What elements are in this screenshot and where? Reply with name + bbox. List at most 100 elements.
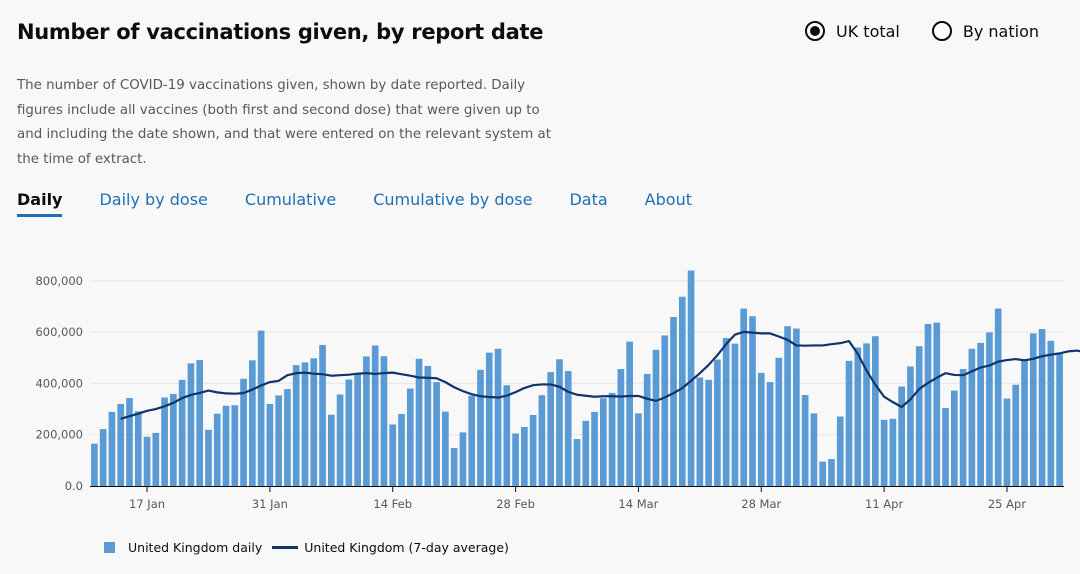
- bar[interactable]: [626, 341, 633, 486]
- bar[interactable]: [617, 369, 625, 486]
- bar[interactable]: [266, 403, 274, 486]
- radio-uk-total-label[interactable]: UK total: [836, 21, 900, 41]
- bar[interactable]: [942, 408, 949, 486]
- bar[interactable]: [915, 346, 923, 486]
- bar[interactable]: [863, 343, 870, 486]
- bar[interactable]: [424, 365, 432, 486]
- bar[interactable]: [152, 432, 160, 486]
- bar[interactable]: [108, 411, 116, 486]
- bar[interactable]: [398, 413, 405, 486]
- bar[interactable]: [433, 382, 440, 486]
- tab-cumulative-by-dose[interactable]: Cumulative by dose: [373, 190, 533, 209]
- bar[interactable]: [170, 393, 177, 486]
- bar[interactable]: [635, 413, 642, 486]
- bar[interactable]: [354, 373, 361, 486]
- radio-by-nation-indicator[interactable]: [931, 21, 952, 41]
- bar[interactable]: [731, 343, 739, 486]
- bar[interactable]: [608, 392, 616, 486]
- bar[interactable]: [599, 398, 607, 486]
- bar[interactable]: [477, 369, 484, 486]
- bar[interactable]: [319, 344, 326, 486]
- radio-uk-total-indicator[interactable]: [805, 21, 825, 41]
- bar[interactable]: [248, 360, 256, 486]
- bar[interactable]: [231, 405, 239, 486]
- bar[interactable]: [793, 328, 800, 486]
- radio-by-nation[interactable]: By nation: [931, 21, 1039, 41]
- bar[interactable]: [503, 385, 511, 486]
- bar[interactable]: [196, 360, 204, 486]
- bar[interactable]: [687, 270, 695, 486]
- bar[interactable]: [670, 316, 677, 486]
- bar[interactable]: [722, 338, 730, 486]
- bar[interactable]: [591, 411, 598, 486]
- bar[interactable]: [696, 377, 704, 486]
- bar[interactable]: [485, 352, 493, 486]
- bar[interactable]: [205, 429, 212, 486]
- bar[interactable]: [275, 395, 282, 486]
- bar[interactable]: [336, 394, 344, 486]
- bar[interactable]: [442, 411, 449, 486]
- bar[interactable]: [643, 373, 651, 486]
- bar[interactable]: [872, 336, 879, 486]
- bar[interactable]: [661, 335, 669, 486]
- bar[interactable]: [775, 357, 783, 486]
- bar[interactable]: [986, 332, 993, 486]
- bar[interactable]: [950, 390, 958, 486]
- bar[interactable]: [494, 348, 502, 486]
- bar[interactable]: [757, 372, 765, 486]
- bar[interactable]: [117, 403, 125, 486]
- legend-item-daily[interactable]: United Kingdom daily: [104, 540, 262, 555]
- bar[interactable]: [240, 378, 247, 486]
- bar[interactable]: [126, 398, 133, 486]
- bar[interactable]: [1029, 333, 1037, 486]
- bar[interactable]: [828, 459, 835, 486]
- bar[interactable]: [529, 414, 537, 486]
- bar[interactable]: [363, 356, 370, 486]
- bar[interactable]: [564, 371, 572, 486]
- bar[interactable]: [994, 308, 1002, 486]
- bar[interactable]: [389, 424, 397, 486]
- bar[interactable]: [1056, 354, 1063, 486]
- bar[interactable]: [714, 359, 721, 486]
- bar[interactable]: [766, 382, 774, 486]
- bar[interactable]: [222, 405, 230, 486]
- bar[interactable]: [652, 349, 660, 486]
- tab-daily[interactable]: Daily: [17, 190, 63, 217]
- bar[interactable]: [1012, 384, 1020, 486]
- tab-about[interactable]: About: [644, 190, 692, 209]
- bar[interactable]: [573, 439, 581, 486]
- radio-uk-total[interactable]: UK total: [805, 21, 900, 41]
- bar[interactable]: [977, 342, 984, 486]
- bar[interactable]: [740, 308, 748, 486]
- bar[interactable]: [801, 394, 809, 486]
- bar[interactable]: [836, 416, 844, 486]
- bar[interactable]: [810, 413, 818, 486]
- tab-daily-by-dose[interactable]: Daily by dose: [99, 190, 208, 209]
- bar[interactable]: [134, 411, 142, 486]
- bar[interactable]: [213, 413, 221, 486]
- bar[interactable]: [845, 360, 853, 486]
- bar[interactable]: [1021, 359, 1028, 486]
- bar[interactable]: [380, 356, 388, 486]
- bar[interactable]: [784, 326, 791, 486]
- bar[interactable]: [143, 436, 151, 486]
- bar[interactable]: [1003, 398, 1011, 486]
- bar[interactable]: [582, 420, 590, 486]
- bar[interactable]: [521, 427, 528, 486]
- bar[interactable]: [1047, 340, 1055, 486]
- bar[interactable]: [959, 369, 967, 486]
- bar[interactable]: [1038, 329, 1046, 486]
- bar[interactable]: [933, 322, 941, 486]
- bar[interactable]: [284, 389, 291, 486]
- bar[interactable]: [415, 358, 423, 486]
- bar[interactable]: [178, 379, 186, 486]
- bar[interactable]: [819, 461, 827, 486]
- bar[interactable]: [406, 388, 414, 486]
- bar[interactable]: [968, 348, 976, 486]
- tab-data[interactable]: Data: [569, 190, 608, 209]
- radio-by-nation-label[interactable]: By nation: [962, 21, 1039, 41]
- bar[interactable]: [512, 433, 519, 486]
- bar[interactable]: [880, 419, 888, 486]
- legend-item-average[interactable]: United Kingdom (7-day average): [272, 540, 509, 555]
- bar[interactable]: [854, 347, 862, 486]
